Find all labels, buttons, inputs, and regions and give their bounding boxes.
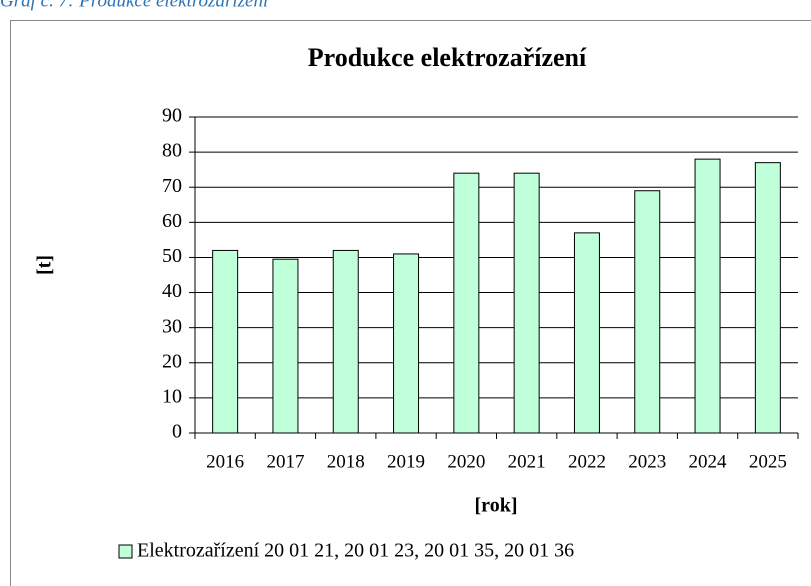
chart-frame <box>10 20 811 586</box>
y-tick-label: 30 <box>162 315 182 337</box>
chart-title: Produkce elektrozařízení <box>308 43 587 72</box>
x-tick-label: 2024 <box>689 451 728 472</box>
x-tick-label: 2023 <box>628 451 666 472</box>
bar <box>272 258 299 434</box>
x-tick-label: 2021 <box>508 451 546 472</box>
bar <box>212 249 239 434</box>
x-tick-label: 2018 <box>327 451 365 472</box>
bar <box>332 249 359 434</box>
x-axis-label: [rok] <box>475 495 518 517</box>
x-tick-label: 2020 <box>447 451 485 472</box>
y-tick-label: 50 <box>162 245 182 267</box>
caption: Graf č. 7: Produkce elektrozařízení <box>0 0 270 11</box>
y-tick-label: 40 <box>162 280 182 302</box>
legend-label: Elektrozařízení 20 01 21, 20 01 23, 20 0… <box>137 540 574 562</box>
y-tick-label: 10 <box>162 385 182 407</box>
x-tick-label: 2022 <box>568 451 606 472</box>
bar <box>754 162 781 434</box>
y-tick-label: 90 <box>162 105 182 127</box>
bar <box>513 172 540 434</box>
x-tick-label: 2025 <box>749 451 787 472</box>
bar <box>694 158 721 434</box>
y-tick-label: 20 <box>162 350 182 372</box>
bar <box>573 232 600 434</box>
legend-swatch <box>118 544 133 559</box>
x-tick-label: 2019 <box>387 451 425 472</box>
bar <box>393 253 420 434</box>
y-axis-label: [t] <box>34 255 56 275</box>
y-tick-label: 0 <box>172 421 182 443</box>
y-tick-label: 60 <box>162 210 182 232</box>
bar <box>634 190 661 434</box>
bar <box>453 172 480 434</box>
x-tick-label: 2017 <box>266 451 304 472</box>
y-tick-label: 70 <box>162 175 182 197</box>
x-tick-label: 2016 <box>206 451 244 472</box>
y-tick-label: 80 <box>162 140 182 162</box>
